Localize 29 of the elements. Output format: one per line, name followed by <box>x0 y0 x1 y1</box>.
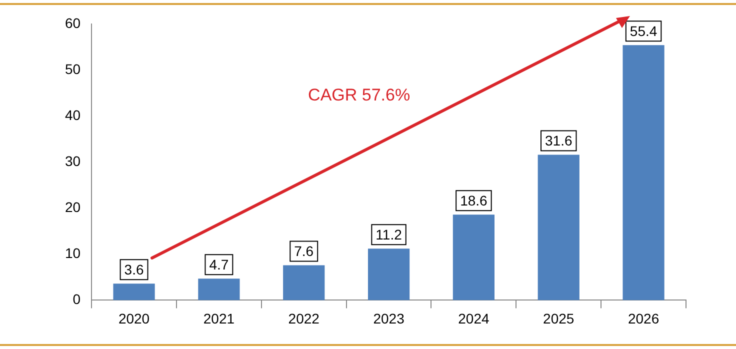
bar <box>198 278 240 300</box>
y-tick-label: 10 <box>64 245 81 262</box>
data-label: 7.6 <box>294 243 314 260</box>
bar <box>113 284 155 300</box>
bar <box>283 265 325 300</box>
x-tick-label: 2023 <box>373 310 405 326</box>
data-label: 3.6 <box>124 261 144 278</box>
y-tick-label: 0 <box>72 291 81 308</box>
data-label: 4.7 <box>209 256 229 272</box>
y-tick-label: 40 <box>64 106 81 123</box>
bar <box>538 154 580 300</box>
data-label: 55.4 <box>630 23 658 40</box>
x-tick-label: 2024 <box>458 310 490 326</box>
x-tick-label: 2021 <box>203 310 235 326</box>
data-label: 11.2 <box>376 226 402 242</box>
y-tick-label: 50 <box>64 60 81 77</box>
x-tick-label: 2020 <box>118 310 150 326</box>
x-tick-label: 2022 <box>288 310 320 326</box>
annotation: CAGR 57.6% <box>308 86 410 104</box>
y-tick-label: 60 <box>64 14 81 31</box>
bar <box>368 248 410 300</box>
x-tick-label: 2026 <box>628 310 660 326</box>
data-label: 31.6 <box>545 132 572 149</box>
bar <box>452 214 495 300</box>
y-tick-label: 20 <box>64 198 81 215</box>
x-tick-label: 2025 <box>543 310 574 326</box>
bar <box>622 45 664 300</box>
data-label: 18.6 <box>460 192 488 208</box>
y-tick-label: 30 <box>64 152 81 169</box>
